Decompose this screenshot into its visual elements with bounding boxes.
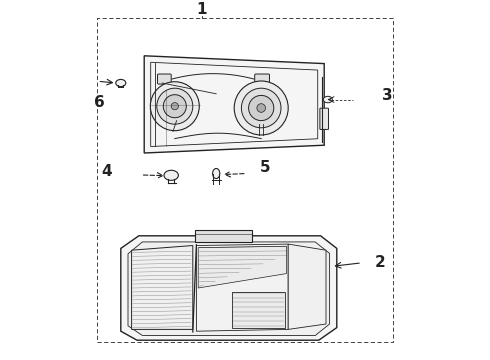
Ellipse shape: [213, 168, 220, 179]
Ellipse shape: [323, 96, 332, 103]
Polygon shape: [198, 246, 286, 288]
Polygon shape: [132, 246, 193, 329]
Circle shape: [171, 103, 178, 110]
Circle shape: [242, 88, 281, 128]
Circle shape: [257, 104, 266, 112]
Polygon shape: [128, 242, 330, 336]
Ellipse shape: [164, 170, 178, 180]
Polygon shape: [196, 244, 288, 331]
Polygon shape: [144, 56, 324, 153]
Text: 3: 3: [382, 88, 392, 103]
Text: 6: 6: [94, 95, 104, 110]
FancyBboxPatch shape: [255, 74, 270, 84]
Text: 4: 4: [101, 163, 112, 179]
Polygon shape: [195, 230, 252, 242]
Text: 1: 1: [196, 1, 207, 17]
Ellipse shape: [116, 80, 126, 87]
Polygon shape: [121, 236, 337, 340]
Bar: [98, 18, 392, 342]
Circle shape: [248, 95, 274, 121]
Circle shape: [150, 82, 199, 131]
Circle shape: [234, 81, 288, 135]
Circle shape: [163, 95, 186, 118]
Bar: [232, 292, 285, 328]
Circle shape: [157, 88, 193, 124]
FancyBboxPatch shape: [320, 108, 328, 130]
Polygon shape: [288, 244, 326, 329]
Text: 5: 5: [260, 160, 270, 175]
Text: 2: 2: [375, 255, 385, 270]
FancyBboxPatch shape: [157, 74, 171, 84]
